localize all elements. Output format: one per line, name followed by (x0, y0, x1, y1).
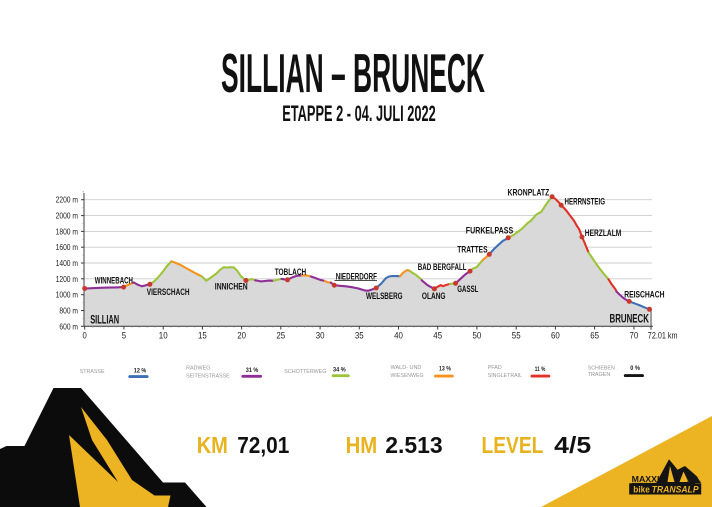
svg-text:HERZLALM: HERZLALM (585, 228, 622, 238)
svg-text:KRONPLATZ: KRONPLATZ (508, 188, 550, 198)
svg-text:LEVEL: LEVEL (482, 432, 544, 458)
svg-text:4/5: 4/5 (554, 432, 591, 458)
svg-text:2200 m: 2200 m (56, 195, 78, 205)
svg-text:600 m: 600 m (59, 321, 78, 331)
svg-text:TRANSALP: TRANSALP (652, 485, 699, 495)
svg-text:ORIGINAL: ORIGINAL (687, 479, 701, 483)
svg-text:1600 m: 1600 m (56, 242, 78, 252)
svg-text:800 m: 800 m (59, 306, 78, 316)
svg-text:STRASSE: STRASSE (80, 369, 105, 375)
svg-text:0: 0 (83, 331, 87, 342)
svg-text:30: 30 (316, 331, 325, 342)
svg-text:15: 15 (198, 331, 207, 342)
svg-text:OLANG: OLANG (422, 291, 446, 301)
svg-text:bike: bike (633, 485, 650, 495)
svg-text:NIEDERDORF: NIEDERDORF (336, 271, 378, 281)
svg-text:HM: HM (346, 432, 378, 458)
svg-text:BRUNECK: BRUNECK (610, 314, 650, 326)
svg-text:KM: KM (197, 432, 228, 458)
svg-text:34 %: 34 % (333, 366, 346, 373)
svg-text:SCHOTTERWEG: SCHOTTERWEG (284, 369, 327, 375)
svg-text:12 %: 12 % (134, 368, 146, 375)
svg-text:40: 40 (394, 331, 403, 342)
svg-text:1200 m: 1200 m (56, 274, 78, 284)
svg-text:ETAPPE 2 - 04. JULI 2022: ETAPPE 2 - 04. JULI 2022 (282, 101, 436, 126)
svg-text:13 %: 13 % (439, 366, 451, 373)
svg-text:SINGLETRAIL: SINGLETRAIL (488, 373, 523, 379)
svg-text:1400 m: 1400 m (56, 258, 78, 268)
svg-text:TOBLACH: TOBLACH (275, 267, 307, 277)
svg-text:SILLIAN – BRUNECK: SILLIAN – BRUNECK (221, 42, 485, 104)
svg-text:INNICHEN: INNICHEN (215, 281, 248, 291)
svg-text:1800 m: 1800 m (56, 226, 78, 236)
svg-text:72,01: 72,01 (237, 432, 289, 458)
svg-text:25: 25 (276, 331, 285, 342)
svg-text:72.01 km: 72.01 km (648, 331, 678, 342)
svg-text:1000 m: 1000 m (56, 290, 78, 300)
svg-text:BAD BERGFALL: BAD BERGFALL (418, 262, 467, 272)
svg-text:PFAD: PFAD (488, 365, 502, 371)
svg-text:31 %: 31 % (246, 367, 258, 374)
svg-text:SEITENSTRASSE: SEITENSTRASSE (186, 373, 230, 379)
svg-text:35: 35 (355, 331, 364, 342)
svg-text:50: 50 (473, 331, 482, 342)
svg-text:SILLIAN: SILLIAN (90, 314, 119, 326)
svg-text:55: 55 (512, 331, 521, 342)
svg-text:20: 20 (237, 331, 246, 342)
svg-text:MAXXIS: MAXXIS (632, 475, 666, 484)
svg-text:WELSBERG: WELSBERG (366, 291, 403, 301)
svg-text:11 %: 11 % (535, 366, 546, 373)
svg-text:VIERSCHACH: VIERSCHACH (147, 287, 190, 297)
svg-text:5: 5 (122, 331, 126, 342)
svg-text:SCHIEBEN: SCHIEBEN (588, 365, 615, 371)
svg-text:FURKELPASS: FURKELPASS (466, 226, 513, 236)
svg-text:60: 60 (551, 331, 560, 342)
svg-text:WALD- UND: WALD- UND (391, 365, 422, 371)
svg-text:RADWEG: RADWEG (186, 366, 211, 372)
svg-text:70: 70 (630, 331, 639, 342)
svg-text:TRATTES: TRATTES (457, 245, 487, 255)
svg-text:65: 65 (590, 331, 599, 342)
svg-text:2.513: 2.513 (385, 432, 443, 458)
svg-text:TRAGEN: TRAGEN (588, 372, 611, 378)
svg-text:10: 10 (159, 331, 168, 342)
svg-text:HERRNSTEIG: HERRNSTEIG (565, 196, 606, 206)
svg-text:45: 45 (433, 331, 442, 342)
svg-text:GASSL: GASSL (457, 284, 479, 294)
svg-text:2000 m: 2000 m (56, 211, 78, 221)
svg-text:REISCHACH: REISCHACH (624, 289, 664, 299)
svg-text:WIESENWEG: WIESENWEG (391, 373, 424, 379)
svg-text:THE: THE (687, 476, 693, 480)
svg-text:0 %: 0 % (630, 365, 640, 372)
svg-text:WINNEBACH: WINNEBACH (95, 275, 133, 285)
